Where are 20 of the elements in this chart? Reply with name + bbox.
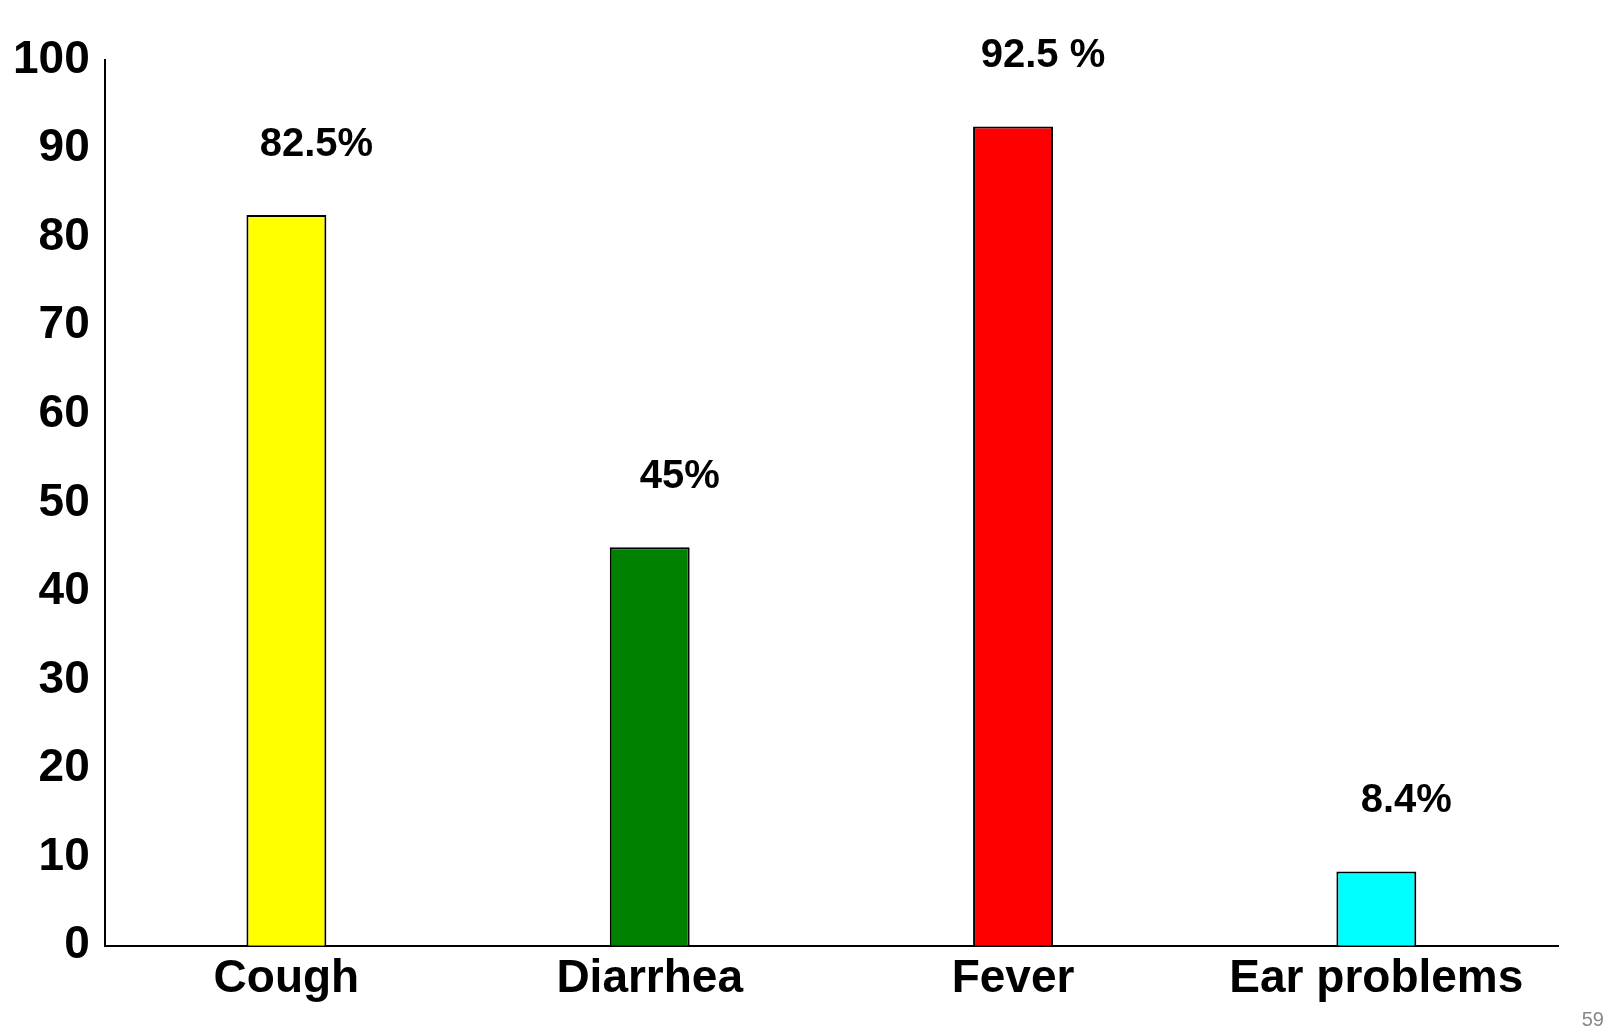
x-tick-label: Cough	[213, 950, 360, 1003]
y-tick-label: 100	[13, 30, 90, 83]
data-label: 8.4%	[1360, 776, 1452, 821]
data-label: 45%	[639, 452, 720, 497]
y-tick-label: 10	[38, 827, 90, 880]
y-tick-label: 70	[38, 296, 90, 349]
y-tick-label: 20	[38, 739, 90, 792]
y-tick-label: 90	[38, 119, 90, 172]
text: 59	[1581, 1008, 1604, 1031]
y-tick-label: 40	[38, 562, 90, 615]
data-label: 82.5%	[259, 120, 374, 165]
data-label: 92.5 %	[980, 31, 1106, 76]
y-tick-label: 50	[38, 473, 90, 526]
y-tick-label: 80	[38, 207, 90, 260]
x-tick-label: Ear problems	[1229, 950, 1524, 1003]
y-tick-label: 60	[38, 385, 90, 438]
x-tick-label: Diarrhea	[556, 950, 744, 1003]
y-tick-label: 30	[38, 650, 90, 703]
y-tick-label: 0	[64, 916, 90, 969]
x-tick-label: Fever	[951, 950, 1075, 1003]
